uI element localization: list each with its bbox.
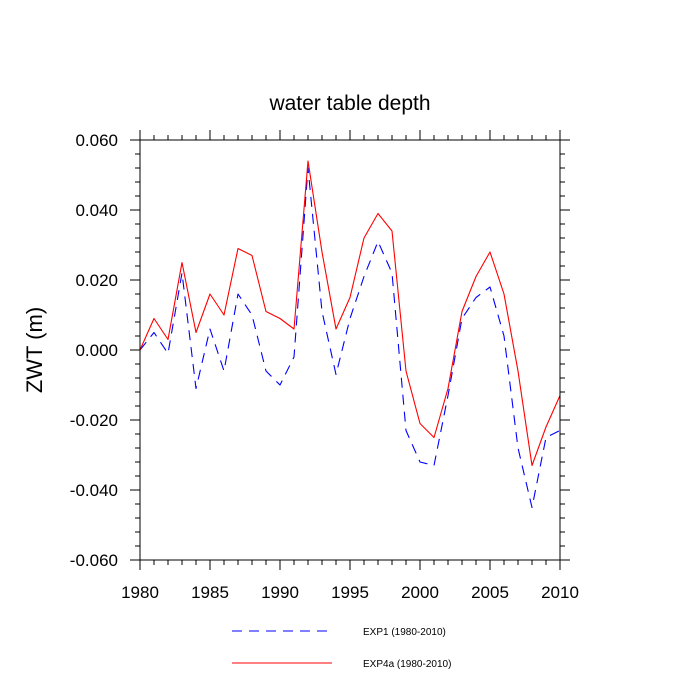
x-tick-label: 2000: [401, 583, 439, 602]
x-tick-label: 1990: [261, 583, 299, 602]
x-tick-label: 1985: [191, 583, 229, 602]
plot-frame: [139, 139, 561, 561]
x-tick-label: 1980: [121, 583, 159, 602]
y-tick-label: 0.000: [75, 341, 118, 360]
y-tick-label: 0.020: [75, 271, 118, 290]
x-tick-label: 2005: [471, 583, 509, 602]
series-lines: [139, 160, 561, 509]
y-tick-label: -0.020: [70, 411, 118, 430]
x-tick-label: 1995: [331, 583, 369, 602]
x-tick-label: 2010: [541, 583, 579, 602]
chart-title: water table depth: [268, 92, 430, 115]
axis-ticks: [130, 130, 570, 570]
y-axis-label: ZWT (m): [22, 307, 47, 393]
legend-label: EXP1 (1980-2010): [363, 627, 446, 638]
y-tick-label: 0.040: [75, 201, 118, 220]
legend: EXP1 (1980-2010) EXP4a (1980-2010): [232, 627, 451, 670]
series-line-exp1: [139, 167, 561, 509]
y-tick-label: 0.060: [75, 131, 118, 150]
series-line-exp4a: [139, 160, 561, 467]
y-tick-label: -0.060: [70, 551, 118, 570]
y-tick-label: -0.040: [70, 481, 118, 500]
axis-tick-labels: 1980 1985 1990 1995 2000 2005 2010 0.060 0.040 0.…: [70, 131, 579, 602]
legend-label: EXP4a (1980-2010): [363, 659, 451, 670]
